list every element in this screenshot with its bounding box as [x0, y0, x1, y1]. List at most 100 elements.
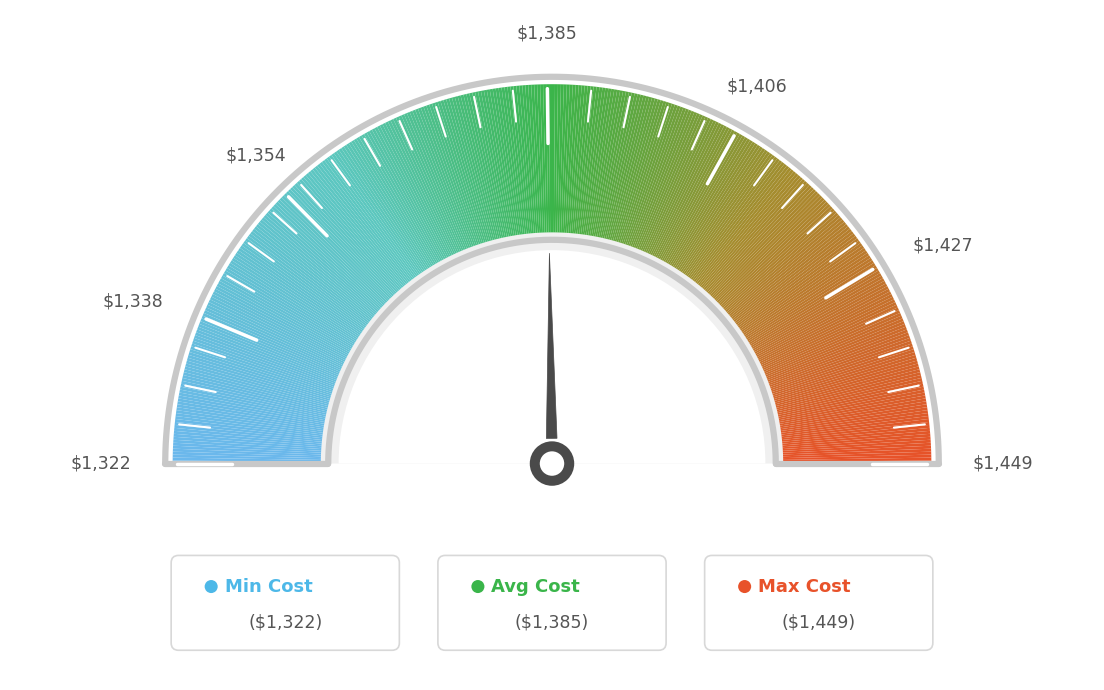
Wedge shape [774, 357, 917, 401]
Wedge shape [771, 341, 912, 391]
Wedge shape [656, 124, 724, 257]
Wedge shape [262, 217, 376, 315]
Wedge shape [421, 107, 474, 246]
Wedge shape [200, 321, 338, 378]
Wedge shape [194, 335, 335, 387]
Wedge shape [634, 109, 689, 248]
Wedge shape [444, 99, 488, 242]
Wedge shape [475, 92, 507, 237]
Wedge shape [750, 266, 877, 344]
Wedge shape [484, 90, 512, 236]
Wedge shape [209, 299, 343, 365]
Text: $1,338: $1,338 [103, 293, 163, 310]
Wedge shape [337, 150, 422, 273]
Text: $1,449: $1,449 [973, 455, 1033, 473]
Wedge shape [198, 326, 337, 382]
Wedge shape [696, 166, 789, 283]
FancyBboxPatch shape [704, 555, 933, 650]
Wedge shape [679, 146, 763, 271]
Wedge shape [286, 191, 391, 299]
Wedge shape [561, 84, 570, 233]
Wedge shape [229, 263, 355, 343]
Wedge shape [522, 85, 535, 233]
Wedge shape [185, 364, 329, 404]
Wedge shape [404, 113, 464, 250]
Wedge shape [245, 238, 367, 328]
Wedge shape [712, 189, 816, 297]
Wedge shape [197, 329, 336, 384]
Wedge shape [364, 132, 439, 263]
Wedge shape [173, 431, 321, 446]
Wedge shape [361, 134, 437, 264]
Wedge shape [601, 92, 635, 238]
Wedge shape [182, 378, 327, 413]
Wedge shape [513, 86, 530, 234]
Wedge shape [347, 144, 428, 269]
Wedge shape [319, 162, 412, 281]
Wedge shape [725, 213, 839, 312]
Wedge shape [570, 86, 585, 233]
Wedge shape [399, 115, 460, 252]
Wedge shape [625, 104, 675, 245]
Wedge shape [501, 87, 523, 235]
Wedge shape [776, 369, 920, 408]
Circle shape [204, 580, 217, 593]
Wedge shape [173, 443, 321, 453]
Wedge shape [232, 258, 358, 339]
Wedge shape [233, 255, 359, 338]
Wedge shape [179, 390, 326, 420]
Text: $1,354: $1,354 [226, 146, 287, 164]
Wedge shape [783, 443, 931, 453]
Wedge shape [382, 123, 450, 257]
Wedge shape [426, 105, 477, 246]
Wedge shape [718, 199, 827, 304]
Wedge shape [726, 215, 840, 313]
Wedge shape [730, 221, 846, 317]
Circle shape [739, 580, 751, 593]
Wedge shape [637, 111, 694, 249]
Wedge shape [252, 228, 371, 322]
Wedge shape [188, 355, 330, 399]
Wedge shape [782, 416, 928, 436]
Wedge shape [572, 86, 587, 233]
Wedge shape [713, 191, 818, 299]
Wedge shape [618, 100, 664, 243]
Wedge shape [783, 448, 931, 456]
Wedge shape [670, 137, 747, 266]
Wedge shape [583, 88, 605, 235]
Wedge shape [704, 179, 805, 291]
Wedge shape [630, 107, 683, 246]
Wedge shape [248, 233, 369, 325]
Wedge shape [728, 217, 842, 315]
Wedge shape [754, 281, 885, 354]
Wedge shape [667, 134, 743, 264]
Wedge shape [577, 86, 596, 234]
Wedge shape [304, 175, 402, 289]
Wedge shape [272, 206, 382, 308]
Wedge shape [782, 413, 928, 435]
Wedge shape [297, 181, 397, 293]
Wedge shape [369, 130, 443, 261]
Wedge shape [777, 381, 923, 415]
Wedge shape [654, 123, 722, 257]
Wedge shape [716, 197, 825, 303]
Wedge shape [676, 144, 757, 269]
Wedge shape [699, 171, 796, 286]
Wedge shape [774, 355, 916, 399]
Wedge shape [732, 226, 850, 320]
Wedge shape [746, 258, 872, 339]
Wedge shape [201, 318, 339, 377]
Wedge shape [333, 152, 421, 275]
Wedge shape [647, 118, 711, 254]
Wedge shape [429, 104, 479, 245]
Wedge shape [203, 313, 340, 373]
Wedge shape [290, 187, 394, 296]
Wedge shape [402, 115, 461, 251]
Wedge shape [176, 416, 322, 436]
Wedge shape [724, 210, 837, 310]
Wedge shape [432, 103, 480, 244]
Wedge shape [374, 127, 445, 259]
Wedge shape [508, 86, 527, 234]
Wedge shape [315, 166, 408, 283]
Wedge shape [173, 440, 321, 451]
